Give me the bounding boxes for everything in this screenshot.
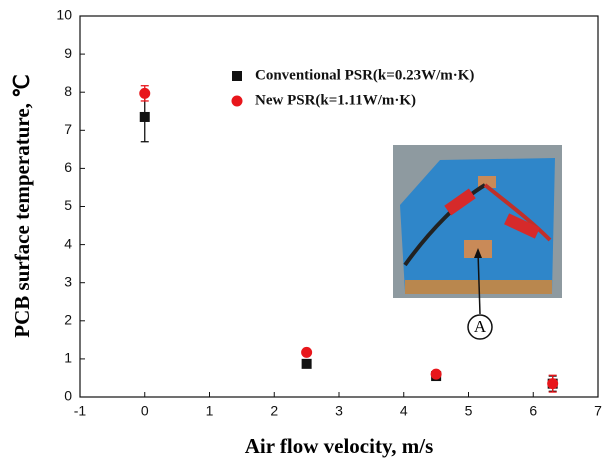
marker: [139, 87, 151, 99]
legend-marker: [232, 71, 242, 81]
x-tick-label: 6: [529, 403, 537, 419]
annotation-arrowhead: [474, 248, 482, 258]
x-tick-label: -1: [74, 403, 87, 419]
y-tick-label: 4: [64, 235, 72, 251]
y-tick-label: 6: [64, 159, 72, 175]
y-tick-label: 2: [64, 312, 72, 328]
inset-photo: [393, 145, 562, 298]
legend-marker: [231, 95, 243, 107]
x-tick-label: 7: [594, 403, 602, 419]
marker: [301, 346, 313, 358]
y-tick-label: 0: [64, 388, 72, 404]
y-tick-label: 8: [64, 83, 72, 99]
y-tick-label: 10: [56, 7, 72, 23]
annotation-label: A: [474, 317, 487, 336]
annotation-circle: [467, 314, 493, 340]
marker: [139, 111, 150, 122]
marker: [430, 368, 442, 380]
legend-label: New PSR(k=1.11W/m·K): [255, 92, 416, 108]
y-tick-label: 1: [64, 350, 72, 366]
marker: [301, 358, 312, 369]
x-tick-label: 0: [141, 403, 149, 419]
x-tick-label: 4: [400, 403, 408, 419]
x-tick-label: 1: [206, 403, 214, 419]
y-tick-label: 5: [64, 197, 72, 213]
y-axis-label: PCB surface temperature, ℃: [10, 74, 34, 337]
legend-label: Conventional PSR(k=0.23W/m·K): [255, 67, 474, 83]
annotation-arrow: [477, 251, 481, 315]
y-tick-label: 7: [64, 121, 72, 137]
y-tick-label: 9: [64, 45, 72, 61]
marker: [547, 378, 559, 390]
x-tick-label: 3: [335, 403, 343, 419]
y-tick-label: 3: [64, 273, 72, 289]
x-tick-label: 5: [465, 403, 473, 419]
x-axis-label: Air flow velocity, m/s: [245, 434, 434, 458]
x-tick-label: 2: [270, 403, 278, 419]
